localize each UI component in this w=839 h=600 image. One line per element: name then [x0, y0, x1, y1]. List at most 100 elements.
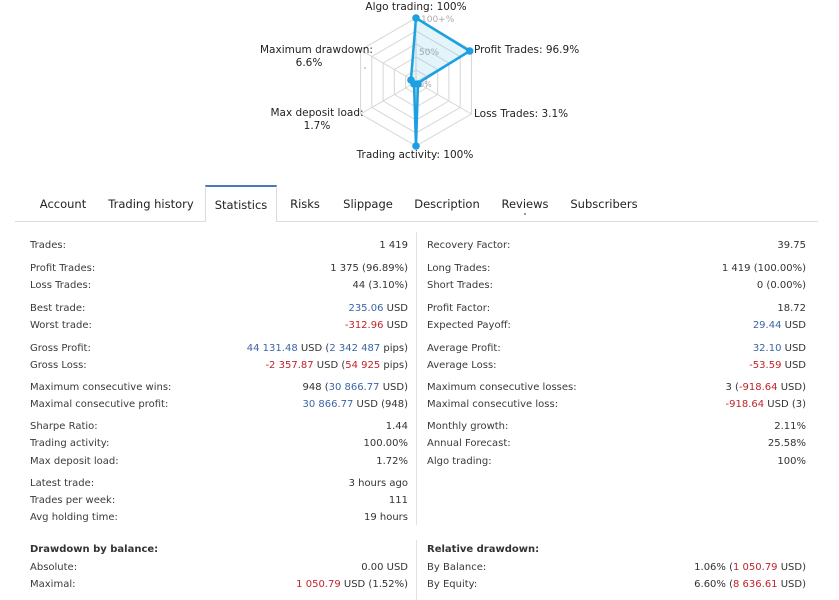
- stat-value: 1 050.79 USD (1.52%): [296, 576, 408, 593]
- stat-monthly-growth: Monthly growth: 2.11%: [427, 418, 806, 435]
- stat-max-consecutive-wins: Maximum consecutive wins: 948 (30 866.77…: [30, 379, 408, 396]
- stat-label: Annual Forecast:: [427, 438, 511, 449]
- column-divider-top: [416, 232, 417, 525]
- stat-value: 1.06% (1 050.79 USD): [694, 559, 806, 576]
- stat-label: Maximal:: [30, 579, 76, 590]
- stat-label: Absolute:: [30, 562, 78, 573]
- stat-value: -2 357.87 USD (54 925 pips): [265, 357, 408, 374]
- stat-label: Recovery Factor:: [427, 240, 511, 251]
- stat-value-text: 948 (: [302, 382, 329, 393]
- stat-value: 1.72%: [376, 456, 408, 467]
- stat-value-unit: USD: [781, 360, 806, 371]
- stat-label: Monthly growth:: [427, 421, 509, 432]
- stat-label: Maximum consecutive wins:: [30, 382, 172, 393]
- stat-maximal-consecutive-loss: Maximal consecutive loss: -918.64 USD (3…: [427, 396, 806, 413]
- tab-trading-history[interactable]: Trading history: [108, 197, 194, 211]
- stat-value: 0 (0.00%): [756, 280, 806, 291]
- stat-value: -918.64 USD (3): [726, 396, 807, 413]
- stat-value: 1 419: [379, 240, 408, 251]
- column-divider-bottom: [416, 540, 417, 600]
- stat-value: 100.00%: [363, 438, 409, 449]
- stat-trades: Trades: 1 419: [30, 237, 408, 254]
- tab-account[interactable]: Account: [39, 197, 87, 211]
- stat-label: Avg holding time:: [30, 512, 118, 523]
- tab-description[interactable]: Description: [414, 197, 480, 211]
- stat-trading-activity: Trading activity: 100.00%: [30, 435, 408, 452]
- stat-value-number: -918.64: [738, 382, 778, 393]
- stat-value-text: USD (3): [764, 399, 806, 410]
- stat-value: 1.44: [385, 421, 408, 432]
- stat-value: 6.60% (8 636.61 USD): [694, 576, 806, 593]
- stat-value: 44 (3.10%): [352, 280, 408, 291]
- stat-best-trade: Best trade: 235.06 USD: [30, 300, 408, 317]
- radar-label-profit-trades: Profit Trades: 96.9%: [474, 44, 580, 56]
- stat-expected-payoff: Expected Payoff: 29.44 USD: [427, 317, 806, 334]
- stat-value-text: 3 (: [725, 382, 739, 393]
- stat-sharpe-ratio: Sharpe Ratio: 1.44: [30, 418, 408, 435]
- stat-label: Latest trade:: [30, 478, 95, 489]
- stat-relative-by-balance: By Balance: 1.06% (1 050.79 USD): [427, 559, 806, 576]
- stat-value: 100%: [777, 456, 806, 467]
- ring-label-0: 0%: [419, 80, 432, 89]
- tab-risks[interactable]: Risks: [290, 197, 320, 211]
- radar-label-algo-trading: Algo trading: 100%: [365, 1, 467, 13]
- stat-gross-profit: Gross Profit: 44 131.48 USD (2 342 487 p…: [30, 340, 408, 357]
- stat-value: 25.58%: [767, 438, 806, 449]
- stat-value-number: 1 050.79: [296, 579, 341, 590]
- ring-label-100: 100+%: [421, 15, 455, 25]
- stat-loss-trades: Loss Trades: 44 (3.10%): [30, 277, 408, 294]
- stat-trades-per-week: Trades per week: 111: [30, 492, 408, 509]
- radar-label-max-deposit-load-value: 1.7%: [303, 120, 331, 132]
- stat-value-number: 235.06: [348, 303, 384, 314]
- stat-profit-factor: Profit Factor: 18.72: [427, 300, 806, 317]
- stat-value: 18.72: [777, 303, 806, 314]
- radar-label-max-drawdown: Maximum drawdown: 6.6%: [260, 44, 373, 70]
- tab-reviews[interactable]: Reviews: [497, 185, 553, 221]
- stat-gross-loss: Gross Loss: -2 357.87 USD (54 925 pips): [30, 357, 408, 374]
- stat-label: Average Loss:: [427, 360, 497, 371]
- stat-label: By Balance:: [427, 562, 487, 573]
- stat-absolute-drawdown: Absolute: 0.00 USD: [30, 559, 408, 576]
- stat-value: 0.00 USD: [361, 562, 408, 573]
- stat-value-text: 6.60% (: [694, 579, 734, 590]
- stat-latest-trade: Latest trade: 3 hours ago: [30, 475, 408, 492]
- stat-value: -53.59 USD: [749, 357, 806, 374]
- stat-value-text: USD (: [313, 360, 346, 371]
- stat-label: Sharpe Ratio:: [30, 421, 98, 432]
- stat-recovery-factor: Recovery Factor: 39.75: [427, 237, 806, 254]
- stat-value-number: 8 636.61: [733, 579, 778, 590]
- stat-maximal-consecutive-profit: Maximal consecutive profit: 30 866.77 US…: [30, 396, 408, 413]
- stat-label: Gross Profit:: [30, 343, 91, 354]
- stat-value: -312.96 USD: [345, 317, 408, 334]
- ring-label-50: 50%: [419, 48, 439, 58]
- stat-value: 44 131.48 USD (2 342 487 pips): [247, 340, 408, 357]
- stat-label: Best trade:: [30, 303, 86, 314]
- tab-subscribers[interactable]: Subscribers: [570, 197, 638, 211]
- stat-value-text: USD): [379, 382, 408, 393]
- stat-average-profit: Average Profit: 32.10 USD: [427, 340, 806, 357]
- drawdown-by-balance-heading: Drawdown by balance:: [30, 541, 408, 558]
- stat-value: 39.75: [777, 240, 806, 251]
- stat-label: Loss Trades:: [30, 280, 92, 291]
- stat-label: Expected Payoff:: [427, 320, 511, 331]
- stat-label: Long Trades:: [427, 263, 491, 274]
- stat-value-unit: USD: [781, 343, 806, 354]
- radar-label-loss-trades: Loss Trades: 3.1%: [474, 108, 569, 120]
- stat-max-deposit-load: Max deposit load: 1.72%: [30, 453, 408, 470]
- radar-label-max-deposit-load-title: Max deposit load:: [270, 107, 364, 119]
- stat-value: 1 419 (100.00%): [721, 263, 806, 274]
- tab-statistics[interactable]: Statistics: [205, 185, 277, 222]
- stat-value-unit: USD: [383, 320, 408, 331]
- stat-value-number: -312.96: [344, 320, 384, 331]
- stat-label: Profit Trades:: [30, 263, 96, 274]
- stat-value-unit: USD: [383, 303, 408, 314]
- radar-label-trading-activity: Trading activity: 100%: [356, 149, 474, 161]
- stat-value-pips: 2 342 487: [329, 343, 381, 354]
- stat-value-text: USD): [777, 382, 806, 393]
- stat-label: Short Trades:: [427, 280, 493, 291]
- tab-slippage[interactable]: Slippage: [343, 197, 393, 211]
- stat-relative-by-equity: By Equity: 6.60% (8 636.61 USD): [427, 576, 806, 593]
- stat-value-text: USD): [777, 562, 806, 573]
- stat-value: 2.11%: [774, 421, 806, 432]
- section-heading: Drawdown by balance:: [30, 544, 159, 555]
